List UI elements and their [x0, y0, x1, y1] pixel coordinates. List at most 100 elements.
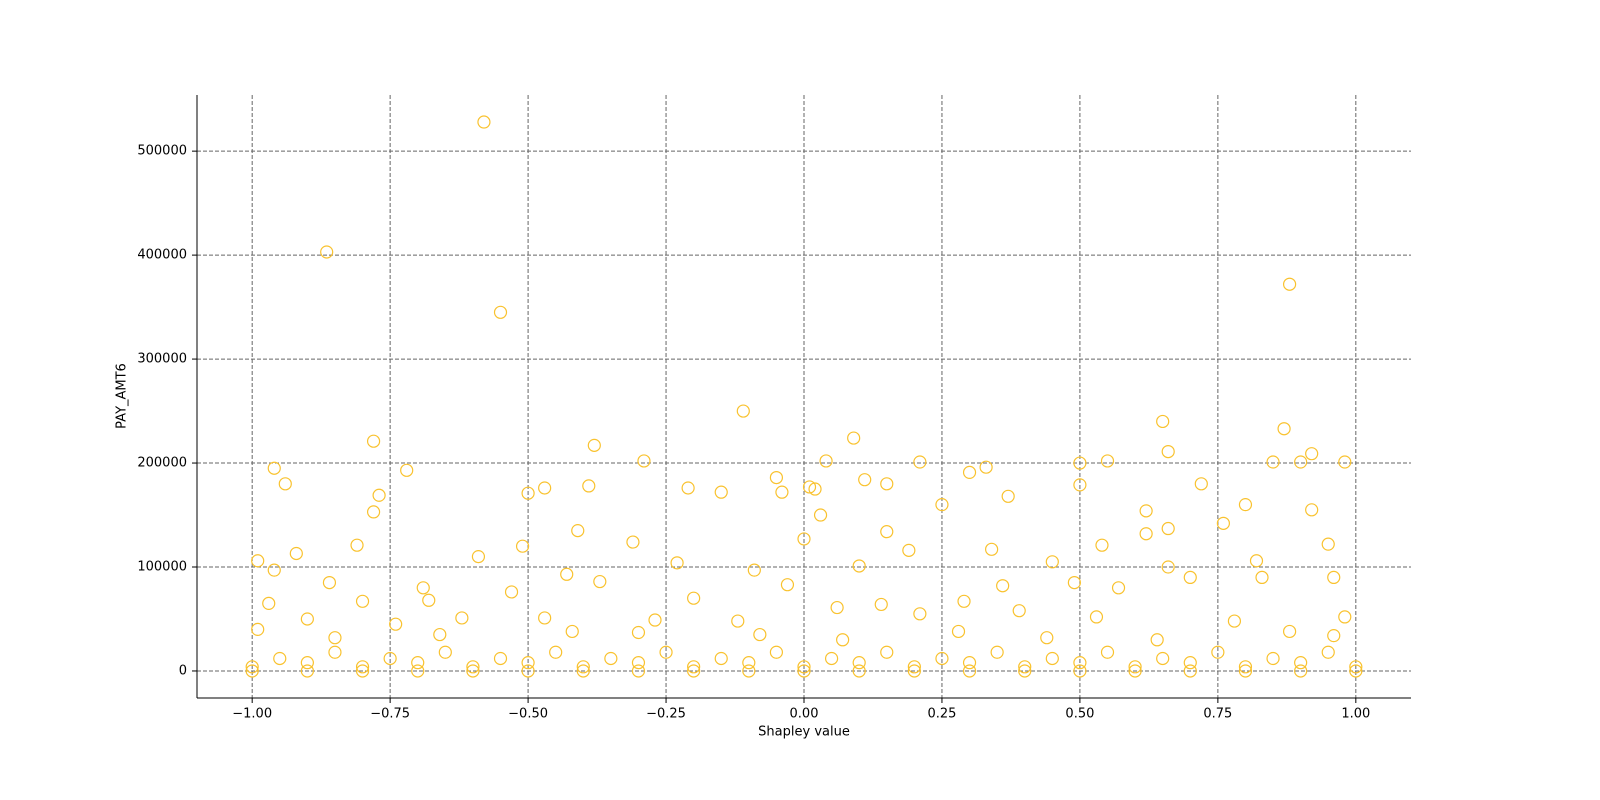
point — [262, 596, 276, 610]
point — [797, 532, 811, 546]
point — [1282, 277, 1297, 291]
point — [1100, 454, 1115, 468]
point — [1111, 581, 1126, 595]
point — [808, 482, 822, 496]
point — [576, 660, 590, 674]
point — [1073, 456, 1087, 470]
point — [466, 660, 480, 674]
point — [687, 664, 701, 678]
point — [687, 591, 701, 605]
point — [422, 593, 436, 607]
point — [1294, 656, 1308, 670]
point — [576, 664, 590, 678]
point — [681, 481, 695, 495]
point — [731, 614, 745, 628]
point — [245, 660, 259, 674]
point — [593, 574, 607, 589]
point — [775, 485, 789, 499]
point — [273, 651, 287, 666]
point — [907, 664, 921, 678]
grid — [197, 95, 1411, 698]
point — [1139, 504, 1153, 518]
point — [962, 465, 977, 479]
point — [830, 600, 844, 615]
point — [1249, 554, 1264, 568]
x-tick-label: 0.75 — [1203, 707, 1232, 722]
point — [1294, 664, 1308, 678]
y-tick-label: 500000 — [137, 144, 187, 159]
point — [477, 115, 491, 129]
x-tick-label: −0.50 — [508, 707, 548, 722]
point — [1321, 537, 1335, 551]
point — [355, 664, 370, 678]
point — [979, 460, 993, 474]
point — [1327, 629, 1341, 643]
x-tick-label: −0.25 — [646, 707, 686, 722]
point — [1040, 631, 1054, 645]
y-tick-label: 0 — [179, 663, 187, 678]
point — [1161, 560, 1175, 574]
point — [802, 480, 817, 494]
point — [1321, 645, 1335, 659]
x-tick-label: 1.00 — [1341, 707, 1370, 722]
point — [714, 651, 728, 666]
point — [433, 627, 447, 642]
point — [251, 554, 265, 568]
point — [1327, 570, 1341, 585]
point — [1045, 651, 1059, 666]
point — [521, 656, 535, 670]
point — [913, 607, 927, 621]
point — [1238, 498, 1253, 512]
point — [267, 461, 281, 475]
point — [493, 305, 508, 319]
y-axis-label: PAY_AMT6 — [115, 363, 130, 429]
point — [289, 546, 303, 561]
point — [350, 538, 364, 552]
point — [880, 525, 894, 539]
point — [1150, 633, 1164, 647]
point — [320, 245, 334, 259]
points — [245, 115, 1363, 678]
point — [852, 559, 866, 573]
point — [355, 594, 370, 608]
point — [1156, 414, 1170, 429]
point — [366, 505, 381, 519]
point — [1305, 503, 1319, 517]
point — [935, 498, 949, 512]
point — [438, 645, 452, 659]
y-tick-label: 200000 — [137, 456, 187, 471]
point — [1001, 489, 1015, 503]
point — [1305, 447, 1319, 461]
point — [1266, 455, 1280, 469]
point — [1338, 455, 1352, 469]
point — [328, 631, 342, 645]
point — [300, 612, 314, 626]
point — [355, 660, 370, 674]
point — [648, 613, 662, 627]
point — [1349, 664, 1363, 678]
point — [797, 660, 811, 674]
point — [858, 473, 872, 487]
point — [797, 664, 811, 678]
point — [742, 656, 756, 670]
point — [742, 664, 756, 678]
point — [322, 575, 337, 590]
point — [538, 481, 552, 495]
point — [1255, 570, 1269, 585]
point — [549, 645, 563, 659]
point — [631, 625, 646, 640]
point — [521, 664, 535, 678]
point — [957, 594, 971, 608]
point — [565, 624, 579, 639]
point — [1095, 538, 1109, 552]
point — [626, 535, 640, 549]
point — [1277, 422, 1291, 436]
point — [874, 597, 888, 612]
x-tick-label: −1.00 — [232, 707, 272, 722]
point — [267, 563, 281, 577]
y-tick-label: 300000 — [137, 352, 187, 367]
point — [907, 660, 921, 674]
point — [769, 470, 784, 485]
point — [1183, 570, 1197, 585]
x-tick-label: 0.00 — [790, 707, 819, 722]
